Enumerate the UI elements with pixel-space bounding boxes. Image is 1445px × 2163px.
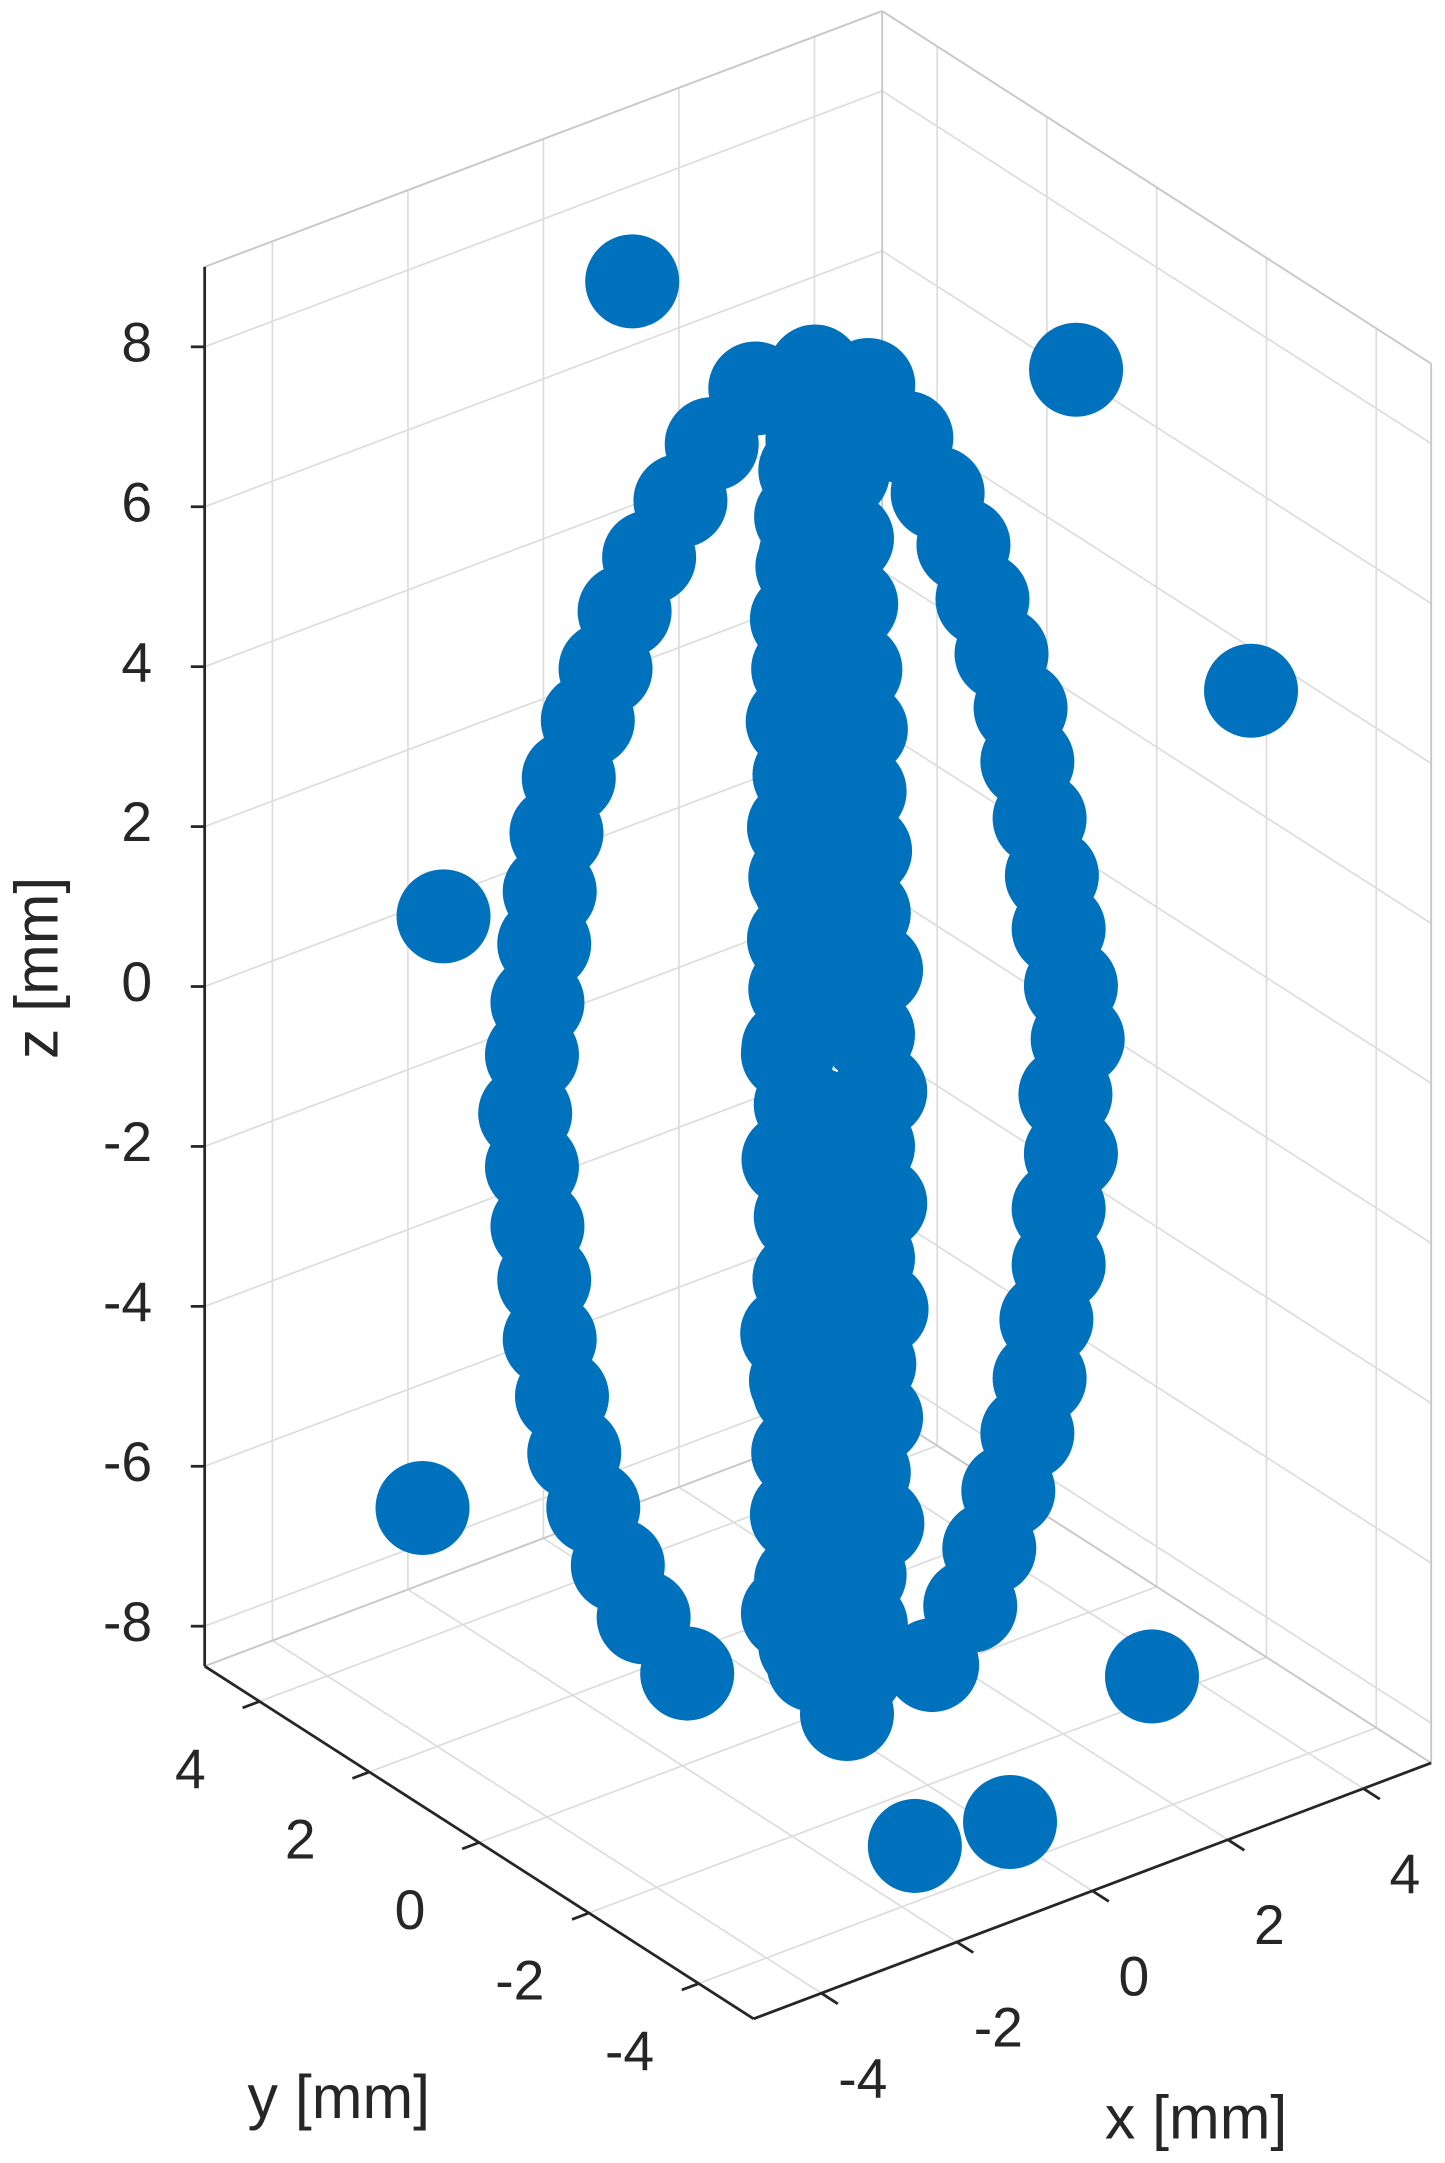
z-tick-label: 8 bbox=[121, 311, 152, 373]
z-tick-label: 4 bbox=[121, 631, 152, 693]
x-tick bbox=[1362, 1787, 1381, 1801]
y-tick bbox=[571, 1911, 590, 1921]
box-edge bbox=[881, 10, 1432, 365]
data-point bbox=[1029, 322, 1124, 417]
grid-line bbox=[881, 730, 1432, 1085]
x-tick-label: 4 bbox=[1389, 1843, 1420, 1905]
y-tick-label: 2 bbox=[285, 1808, 316, 1870]
data-point bbox=[867, 1798, 962, 1893]
data-point bbox=[585, 234, 680, 329]
z-tick-label: -8 bbox=[103, 1591, 152, 1653]
z-tick-label: 0 bbox=[121, 951, 152, 1013]
z-tick-label: -4 bbox=[103, 1271, 152, 1333]
grid-line bbox=[881, 1049, 1432, 1404]
z-tick-label: -6 bbox=[103, 1431, 152, 1493]
y-tick bbox=[681, 1982, 700, 1992]
x-tick bbox=[820, 1992, 839, 2005]
data-point bbox=[396, 869, 491, 964]
y-tick-label: -2 bbox=[495, 1950, 544, 2012]
data-point bbox=[1204, 643, 1299, 738]
z-tick-label: -2 bbox=[103, 1111, 152, 1173]
data-point bbox=[770, 340, 865, 435]
z-axis-label: z [mm] bbox=[3, 877, 71, 1059]
grid-line bbox=[881, 1209, 1432, 1564]
x-tick-label: -2 bbox=[974, 1997, 1023, 2059]
data-point bbox=[963, 1774, 1058, 1870]
y-tick-label: -4 bbox=[605, 2020, 654, 2082]
x-tick bbox=[1091, 1889, 1110, 1903]
y-tick bbox=[242, 1700, 261, 1710]
y-tick-label: 0 bbox=[395, 1879, 426, 1941]
data-point bbox=[375, 1460, 470, 1556]
x-tick-label: 2 bbox=[1254, 1894, 1285, 1956]
grid-line bbox=[881, 889, 1432, 1244]
x-axis-label: x [mm] bbox=[1105, 2084, 1287, 2152]
grid-line bbox=[881, 1369, 1432, 1724]
data-point bbox=[1104, 1629, 1199, 1724]
grid-line bbox=[881, 90, 1432, 445]
x-tick bbox=[956, 1940, 975, 1954]
y-tick-label: 4 bbox=[175, 1738, 206, 1800]
y-tick bbox=[461, 1841, 480, 1851]
grid-line bbox=[881, 250, 1432, 605]
grid-line bbox=[204, 90, 883, 348]
x-tick bbox=[1227, 1838, 1246, 1852]
x-tick-label: 0 bbox=[1118, 1945, 1149, 2007]
y-tick bbox=[351, 1770, 370, 1780]
box-edge bbox=[204, 10, 883, 268]
grid-line bbox=[204, 250, 883, 508]
z-tick-label: 6 bbox=[121, 471, 152, 533]
z-tick-label: 2 bbox=[121, 791, 152, 853]
y-axis-label: y [mm] bbox=[248, 2063, 430, 2131]
x-tick-label: -4 bbox=[838, 2048, 887, 2110]
